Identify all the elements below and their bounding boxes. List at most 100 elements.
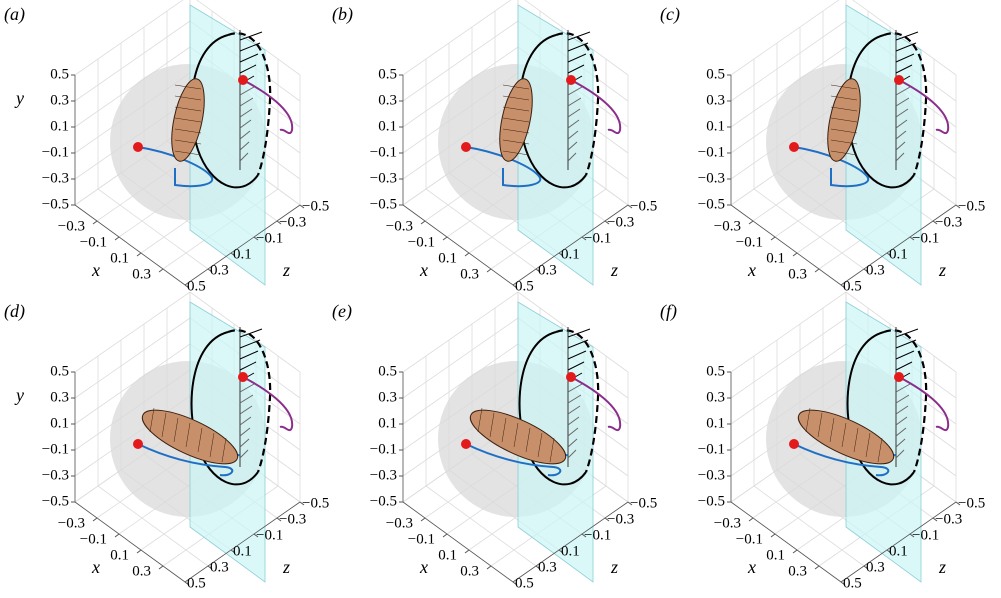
z-tick-label: 0.1 bbox=[561, 543, 580, 559]
grid-line bbox=[403, 292, 518, 372]
z-axis-label: z bbox=[282, 557, 290, 577]
z-tick-label: 0.1 bbox=[889, 543, 908, 559]
x-tick-label: −0.1 bbox=[736, 531, 763, 547]
z-axis-label: z bbox=[282, 260, 290, 280]
grid-line bbox=[731, 0, 846, 75]
marker bbox=[133, 439, 143, 449]
x-tick bbox=[93, 518, 97, 521]
x-tick-label: 0.1 bbox=[110, 547, 129, 563]
marker bbox=[894, 372, 904, 382]
y-tick-label: −0.3 bbox=[698, 170, 725, 186]
y-tick-label: 0.3 bbox=[378, 92, 397, 108]
z-tick-label: −0.1 bbox=[256, 527, 283, 543]
panel-label: (c) bbox=[660, 4, 680, 25]
y-tick-label: −0.5 bbox=[42, 493, 69, 509]
z-tick-label: −0.1 bbox=[912, 527, 939, 543]
marker bbox=[461, 439, 471, 449]
x-axis-label: x bbox=[747, 260, 756, 280]
z-tick-label: 0.3 bbox=[210, 262, 229, 278]
z-tick-label: −0.3 bbox=[935, 214, 962, 230]
x-tick bbox=[115, 534, 119, 537]
y-tick-label: 0.1 bbox=[50, 118, 69, 134]
z-tick-label: −0.5 bbox=[958, 495, 985, 511]
x-tick-label: −0.3 bbox=[714, 515, 741, 531]
grid-line bbox=[731, 292, 846, 372]
z-tick-label: −0.5 bbox=[302, 198, 329, 214]
x-tick bbox=[159, 566, 163, 569]
marker bbox=[238, 75, 248, 85]
x-tick bbox=[793, 253, 797, 256]
z-tick-label: −0.3 bbox=[935, 511, 962, 527]
z-axis-label: z bbox=[938, 260, 946, 280]
z-tick-label: 0.3 bbox=[866, 559, 885, 575]
x-tick bbox=[465, 253, 469, 256]
marker bbox=[133, 142, 143, 152]
x-tick-label: 0.3 bbox=[788, 266, 807, 282]
y-tick-label: 0.3 bbox=[50, 92, 69, 108]
y-tick-label: 0.1 bbox=[706, 118, 725, 134]
z-tick-label: 0.3 bbox=[866, 262, 885, 278]
x-tick-label: 0.1 bbox=[110, 250, 129, 266]
marker bbox=[566, 372, 576, 382]
z-tick-label: −0.5 bbox=[630, 495, 657, 511]
x-tick-label: 0.1 bbox=[438, 250, 457, 266]
z-axis-label: z bbox=[938, 557, 946, 577]
panel-label: (e) bbox=[332, 301, 352, 322]
x-tick bbox=[815, 269, 819, 272]
x-tick bbox=[815, 566, 819, 569]
panel: −0.5−0.3−0.10.10.30.5−0.3−0.10.10.3−0.5−… bbox=[4, 0, 329, 294]
panel: −0.5−0.3−0.10.10.30.5−0.3−0.10.10.3−0.5−… bbox=[4, 292, 329, 591]
x-tick bbox=[749, 518, 753, 521]
y-tick-label: −0.5 bbox=[698, 493, 725, 509]
x-tick-label: 0.3 bbox=[132, 266, 151, 282]
y-tick-label: 0.1 bbox=[378, 415, 397, 431]
x-axis-label: x bbox=[91, 557, 100, 577]
grid-line bbox=[403, 0, 518, 75]
projection-plane bbox=[190, 5, 265, 285]
z-tick-label: −0.1 bbox=[912, 230, 939, 246]
x-tick bbox=[749, 221, 753, 224]
y-tick-label: −0.3 bbox=[370, 467, 397, 483]
x-axis-label: x bbox=[91, 260, 100, 280]
y-tick-label: −0.3 bbox=[698, 467, 725, 483]
y-tick-label: 0.5 bbox=[378, 363, 397, 379]
panel: −0.5−0.3−0.10.10.30.5−0.3−0.10.10.3−0.5−… bbox=[332, 292, 657, 591]
y-tick-label: −0.5 bbox=[698, 196, 725, 212]
x-tick bbox=[421, 518, 425, 521]
x-tick-label: −0.3 bbox=[714, 218, 741, 234]
y-tick-label: 0.3 bbox=[706, 389, 725, 405]
y-tick-label: 0.5 bbox=[706, 66, 725, 82]
x-tick-label: −0.3 bbox=[58, 515, 85, 531]
x-axis-label: x bbox=[419, 260, 428, 280]
z-tick-label: 0.1 bbox=[233, 543, 252, 559]
y-tick-label: −0.5 bbox=[370, 196, 397, 212]
panel-label: (d) bbox=[4, 301, 25, 322]
x-tick-label: 0.1 bbox=[766, 250, 785, 266]
z-tick-label: 0.1 bbox=[561, 246, 580, 262]
z-tick-label: 0.5 bbox=[843, 575, 862, 591]
x-tick bbox=[443, 237, 447, 240]
y-tick-label: −0.1 bbox=[698, 441, 725, 457]
y-tick-label: 0.3 bbox=[50, 389, 69, 405]
x-axis-label: x bbox=[419, 557, 428, 577]
y-tick-label: −0.5 bbox=[42, 196, 69, 212]
y-tick-label: 0.5 bbox=[50, 66, 69, 82]
y-tick-label: −0.1 bbox=[370, 144, 397, 160]
z-tick-label: 0.1 bbox=[889, 246, 908, 262]
x-tick-label: 0.3 bbox=[460, 563, 479, 579]
grid-line bbox=[75, 0, 190, 75]
y-tick-label: −0.3 bbox=[42, 170, 69, 186]
y-tick-label: 0.5 bbox=[706, 363, 725, 379]
x-tick bbox=[487, 269, 491, 272]
x-tick-label: −0.1 bbox=[80, 531, 107, 547]
x-tick bbox=[487, 566, 491, 569]
z-tick-label: −0.3 bbox=[279, 214, 306, 230]
z-tick-label: −0.5 bbox=[302, 495, 329, 511]
y-tick-label: −0.1 bbox=[42, 144, 69, 160]
y-tick-label: −0.1 bbox=[370, 441, 397, 457]
x-tick bbox=[465, 550, 469, 553]
x-tick bbox=[793, 550, 797, 553]
x-tick-label: −0.3 bbox=[58, 218, 85, 234]
y-tick-label: −0.1 bbox=[42, 441, 69, 457]
y-tick-label: −0.3 bbox=[370, 170, 397, 186]
